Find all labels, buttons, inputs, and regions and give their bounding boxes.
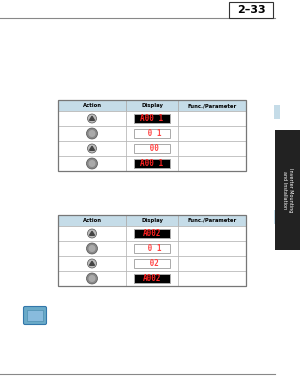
Circle shape (88, 275, 95, 282)
Circle shape (88, 144, 97, 153)
Bar (178, 156, 246, 171)
Circle shape (88, 130, 95, 137)
Bar (58, 126, 126, 141)
Bar (126, 111, 178, 126)
Bar (178, 111, 246, 126)
Bar (275, 130, 300, 250)
Bar (134, 274, 170, 283)
Bar (275, 0, 300, 388)
Text: A00 1: A00 1 (140, 159, 164, 168)
Bar (126, 141, 178, 156)
Text: 0 1: 0 1 (143, 129, 161, 138)
Bar (58, 100, 246, 171)
Bar (58, 271, 126, 286)
Bar (134, 259, 170, 268)
Text: 00: 00 (145, 144, 159, 153)
Bar (58, 215, 246, 286)
Bar (126, 256, 178, 271)
Circle shape (86, 128, 98, 139)
Circle shape (86, 158, 98, 169)
Bar (126, 271, 178, 286)
Bar (229, 2, 273, 18)
Bar (58, 226, 126, 241)
Bar (178, 100, 246, 111)
Bar (126, 156, 178, 171)
Bar (134, 159, 170, 168)
Circle shape (86, 273, 98, 284)
Bar (27, 310, 43, 321)
Bar (274, 210, 280, 224)
Circle shape (88, 160, 95, 167)
Bar (178, 215, 246, 226)
Polygon shape (89, 116, 94, 120)
Bar (58, 141, 126, 156)
Bar (178, 126, 246, 141)
Bar (126, 126, 178, 141)
Bar (58, 256, 126, 271)
Bar (126, 100, 178, 111)
Bar (58, 241, 126, 256)
Circle shape (88, 259, 97, 268)
Text: 0 1: 0 1 (143, 244, 161, 253)
Bar (178, 241, 246, 256)
Bar (126, 241, 178, 256)
Text: Func./Parameter: Func./Parameter (188, 218, 237, 223)
FancyBboxPatch shape (23, 307, 46, 324)
Bar (58, 111, 126, 126)
Bar (58, 100, 126, 111)
Bar (134, 129, 170, 138)
Polygon shape (89, 231, 94, 235)
Text: 02: 02 (145, 259, 159, 268)
Bar (178, 256, 246, 271)
Text: A002: A002 (143, 229, 161, 238)
Text: A002: A002 (143, 274, 161, 283)
Bar (274, 105, 280, 119)
Bar (178, 271, 246, 286)
Circle shape (86, 243, 98, 254)
Bar (134, 144, 170, 153)
Bar (134, 114, 170, 123)
Text: 2–33: 2–33 (237, 5, 265, 15)
Bar (178, 226, 246, 241)
Bar (126, 215, 178, 226)
Text: Display: Display (141, 103, 163, 108)
Text: Inverter Mounting
and Installation: Inverter Mounting and Installation (282, 168, 293, 212)
Polygon shape (89, 146, 94, 150)
Text: A00 1: A00 1 (140, 114, 164, 123)
Bar (134, 244, 170, 253)
Text: Func./Parameter: Func./Parameter (188, 103, 237, 108)
Text: Action: Action (82, 218, 101, 223)
Bar (134, 229, 170, 238)
Polygon shape (89, 261, 94, 265)
Bar (58, 215, 126, 226)
Bar (58, 156, 126, 171)
Circle shape (88, 245, 95, 252)
Circle shape (88, 114, 97, 123)
Bar (126, 226, 178, 241)
Bar (178, 141, 246, 156)
Text: Display: Display (141, 218, 163, 223)
Circle shape (88, 229, 97, 238)
Text: Action: Action (82, 103, 101, 108)
